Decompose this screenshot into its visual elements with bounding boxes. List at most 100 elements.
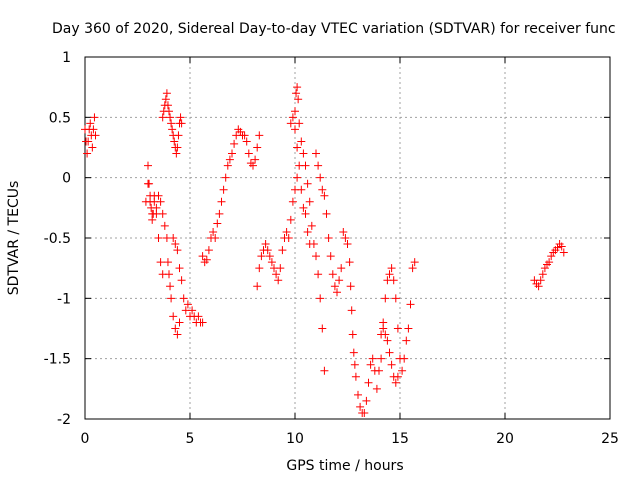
data-point [328,270,337,279]
data-point [324,234,333,242]
data-point [294,95,303,104]
data-point [144,161,152,170]
data-point [381,330,390,339]
data-point [169,234,178,242]
data-point [393,324,402,333]
y-axis-label: SDTVAR / TECUs [6,181,22,296]
data-point [211,234,220,242]
data-point [236,127,245,136]
data-point [90,113,99,122]
data-point [169,312,178,321]
data-point [89,125,98,134]
data-point [144,179,152,188]
data-point [177,119,186,128]
data-point [536,276,545,285]
x-tick-label: 25 [601,431,619,447]
data-point [320,191,329,200]
data-point [158,113,167,122]
data-point [547,252,556,261]
data-point [198,318,207,327]
axis-ticks [84,56,611,420]
data-point [345,258,354,267]
data-point [286,119,295,128]
data-point [251,155,260,164]
data-point [293,143,302,152]
data-point [559,248,568,257]
x-tick-label: 15 [391,431,409,447]
data-point [255,264,264,273]
data-point [168,125,177,134]
data-point [249,161,257,170]
data-point [171,324,180,333]
data-point [225,155,234,164]
data-point [410,258,419,267]
data-point [303,227,312,236]
data-point [540,264,549,273]
data-point [253,143,262,152]
data-point [219,185,228,194]
data-point [335,276,344,285]
data-point [346,282,355,291]
data-point [221,173,230,182]
data-point [356,402,365,411]
data-point [402,336,411,345]
data-point [364,378,373,387]
data-point [316,173,325,182]
data-point [291,125,299,134]
x-tick-label: 10 [286,431,304,447]
data-point [173,143,182,152]
data-point [389,276,398,285]
data-point [215,209,224,218]
data-point [240,131,249,140]
data-point [391,294,400,303]
data-point [284,234,293,242]
data-point [146,197,155,206]
data-point [228,149,236,158]
data-point [167,294,176,303]
data-point [398,366,407,375]
data-point [170,137,179,146]
data-point [156,197,165,206]
data-point [312,252,320,261]
y-tick-label: -2 [57,412,71,428]
data-point [163,258,172,267]
y-tick-label: -1 [57,291,71,307]
data-point [299,203,308,212]
data-point [165,107,173,116]
data-point [194,312,203,321]
data-point [265,252,274,261]
data-point [351,372,360,381]
data-point [406,300,415,309]
data-point [366,360,375,369]
data-point [341,234,350,242]
data-point [166,282,175,291]
data-point [176,113,185,122]
data-point [557,242,566,251]
data-point [318,185,327,194]
y-tick-labels: -2 -1.5 -1 -0.5 0 0.5 1 [44,50,71,428]
data-point [175,264,184,273]
data-point [267,258,276,267]
data-point [297,185,306,194]
data-point [375,366,383,375]
data-point [320,366,329,375]
data-series [81,83,568,417]
data-point [171,240,180,249]
data-point [223,161,232,170]
chart-title: Day 360 of 2020, Sidereal Day-to-day VTE… [52,21,616,37]
data-point [307,221,316,230]
data-point [209,227,218,236]
data-point [154,234,163,242]
data-point [534,282,543,291]
data-point [278,246,287,255]
x-tick-labels: 0 5 10 15 20 25 [81,431,619,447]
data-point [179,294,188,303]
x-tick-label: 20 [496,431,514,447]
data-point [393,372,402,381]
data-point [553,243,562,252]
data-point [314,161,323,170]
data-point [255,131,264,140]
data-point [172,149,181,158]
data-point [387,264,396,273]
